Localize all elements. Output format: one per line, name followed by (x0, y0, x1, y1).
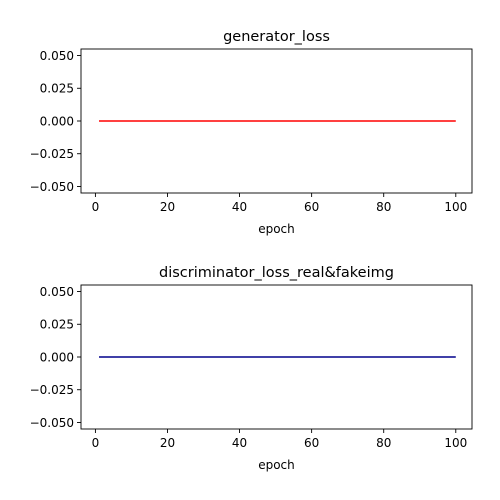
y-tick-label: 0.025 (40, 82, 74, 96)
x-tick-label: 40 (232, 200, 247, 214)
y-axis-ticks: 0.050 0.025 0.000 −0.025 −0.050 (30, 285, 81, 430)
x-axis-ticks: 0 20 40 60 80 100 (92, 429, 467, 450)
x-tick-label: 0 (92, 200, 100, 214)
x-tick-label: 20 (160, 200, 175, 214)
y-tick-label: −0.025 (30, 383, 74, 397)
y-tick-label: 0.050 (40, 49, 74, 63)
y-tick-label: 0.000 (40, 350, 74, 364)
subplot-discriminator-loss: discriminator_loss_real&fakeimg 0 20 40 60 8… (30, 265, 473, 472)
x-tick-label: 0 (92, 436, 100, 450)
y-tick-label: 0.000 (40, 114, 74, 128)
x-tick-label: 100 (444, 200, 467, 214)
x-tick-label: 80 (376, 200, 391, 214)
chart-title: discriminator_loss_real&fakeimg (159, 265, 394, 281)
x-tick-label: 40 (232, 436, 247, 450)
y-tick-label: 0.025 (40, 318, 74, 332)
y-tick-label: −0.025 (30, 147, 74, 161)
x-tick-label: 20 (160, 436, 175, 450)
subplot-generator-loss: generator_loss 0 20 40 60 80 100 0.0500.0250.… (30, 29, 473, 236)
chart-title: generator_loss (223, 29, 330, 45)
x-tick-label: 60 (304, 436, 319, 450)
y-tick-label: 0.050 (40, 285, 74, 299)
x-axis-label: epoch (258, 458, 295, 472)
x-tick-label: 100 (444, 436, 467, 450)
y-tick-label: −0.050 (30, 416, 74, 430)
x-axis-label: epoch (258, 222, 295, 236)
x-axis-ticks: 0 20 40 60 80 100 (92, 193, 467, 214)
y-axis-ticks: 0.050 0.025 0.000 −0.025 −0.050 (30, 49, 81, 194)
y-tick-label: −0.050 (30, 180, 74, 194)
x-tick-label: 80 (376, 436, 391, 450)
x-tick-label: 60 (304, 200, 319, 214)
